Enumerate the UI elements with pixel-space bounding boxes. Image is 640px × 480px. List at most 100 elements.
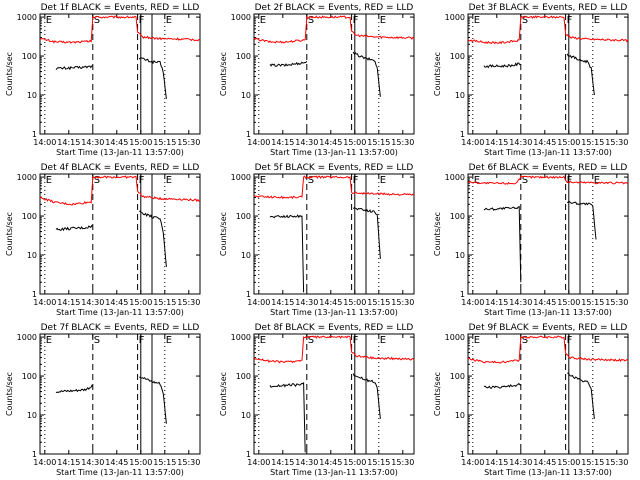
x-tick-label: 14:00 <box>247 298 270 307</box>
plot-frame <box>467 13 629 135</box>
x-tick-label: 14:45 <box>105 458 128 467</box>
x-tick-label: 14:15 <box>271 138 294 147</box>
lld-series-line <box>253 15 415 44</box>
x-axis-label: Start Time (13-Jan-11 13:57:00) <box>484 468 612 477</box>
y-tick-label: 1000 <box>231 333 251 342</box>
x-tick-label: 14:15 <box>271 298 294 307</box>
marker-label: E <box>166 175 172 186</box>
y-tick-label: 100 <box>450 372 465 381</box>
lld-series-line <box>39 15 201 44</box>
events-series-line <box>483 62 521 69</box>
events-series-line <box>567 372 595 419</box>
x-tick-label: 15:15 <box>581 458 604 467</box>
panel-title: Det 7f BLACK = Events, RED = LLD <box>41 323 200 333</box>
y-tick-label: 10 <box>27 251 37 260</box>
plot-frame <box>253 13 415 135</box>
x-tick-label: 15:30 <box>605 138 628 147</box>
events-series-line <box>139 376 167 424</box>
events-series-line <box>138 57 167 99</box>
x-tick-label: 15:15 <box>153 298 176 307</box>
marker-label: F <box>353 175 359 186</box>
x-tick-label: 14:30 <box>295 458 318 467</box>
events-series-line <box>352 51 381 97</box>
y-tick-label: 1000 <box>445 333 465 342</box>
x-tick-label: 14:15 <box>271 458 294 467</box>
x-tick-label: 15:00 <box>343 458 366 467</box>
x-tick-label: 14:45 <box>319 298 342 307</box>
y-axis-label: Counts/sec <box>433 52 442 96</box>
marker-label: S <box>94 175 100 186</box>
y-tick-label: 1 <box>460 290 465 299</box>
y-axis-label: Counts/sec <box>5 372 14 416</box>
panel-title: Det 3f BLACK = Events, RED = LLD <box>469 3 628 13</box>
x-tick-label: 15:00 <box>129 298 152 307</box>
x-tick-label: 14:45 <box>105 298 128 307</box>
x-tick-label: 14:15 <box>57 298 80 307</box>
x-tick-label: 14:15 <box>485 138 508 147</box>
panel-6: Det 6f BLACK = Events, RED = LLD 1 10 100 10… <box>433 163 629 317</box>
y-tick-label: 1 <box>246 130 251 139</box>
marker-label: E <box>380 15 386 26</box>
lld-series-line <box>467 175 629 185</box>
x-tick-label: 15:00 <box>557 138 580 147</box>
x-tick-label: 14:15 <box>485 458 508 467</box>
marker-label: F <box>353 15 359 26</box>
x-tick-label: 14:00 <box>33 138 56 147</box>
marker-label: E <box>474 175 480 186</box>
marker-label: E <box>474 15 480 26</box>
marker-label: E <box>594 175 600 186</box>
x-tick-label: 14:00 <box>247 138 270 147</box>
y-tick-label: 10 <box>241 251 251 260</box>
y-tick-label: 1000 <box>17 13 37 22</box>
marker-label: S <box>522 175 528 186</box>
x-tick-label: 15:00 <box>343 298 366 307</box>
y-tick-label: 1 <box>32 290 37 299</box>
plot-frame <box>467 173 629 295</box>
marker-label: E <box>46 175 52 186</box>
marker-label: S <box>308 175 314 186</box>
events-series-line <box>269 60 308 67</box>
x-tick-label: 15:30 <box>177 298 200 307</box>
x-tick-label: 14:00 <box>461 138 484 147</box>
x-tick-label: 14:30 <box>295 298 318 307</box>
marker-label: E <box>46 15 52 26</box>
marker-label: S <box>94 335 100 346</box>
x-tick-label: 15:30 <box>177 458 200 467</box>
lld-series-line <box>253 335 415 364</box>
x-tick-label: 15:15 <box>153 138 176 147</box>
x-tick-label: 14:00 <box>247 458 270 467</box>
plot-frame <box>253 173 415 295</box>
x-tick-label: 14:45 <box>533 298 556 307</box>
marker-label: F <box>353 335 359 346</box>
y-tick-label: 1000 <box>231 13 251 22</box>
marker-label: E <box>166 335 172 346</box>
events-series-line <box>139 210 167 267</box>
marker-label: S <box>308 15 314 26</box>
panel-title: Det 1f BLACK = Events, RED = LLD <box>41 3 200 13</box>
events-series-line <box>55 65 93 71</box>
x-tick-label: 14:45 <box>105 138 128 147</box>
x-tick-label: 15:15 <box>367 138 390 147</box>
panel-1: Det 1f BLACK = Events, RED = LLD 1 10 100 10… <box>5 3 201 157</box>
x-tick-label: 15:15 <box>367 458 390 467</box>
marker-label: F <box>567 15 573 26</box>
events-series-line <box>483 205 522 283</box>
x-axis-label: Start Time (13-Jan-11 13:57:00) <box>270 308 398 317</box>
x-axis-label: Start Time (13-Jan-11 13:57:00) <box>56 468 184 477</box>
panel-title: Det 8f BLACK = Events, RED = LLD <box>255 323 414 333</box>
x-tick-label: 15:30 <box>605 458 628 467</box>
x-tick-label: 15:00 <box>557 298 580 307</box>
plot-frame <box>467 333 629 455</box>
panel-2: Det 2f BLACK = Events, RED = LLD 1 10 100 10… <box>219 3 415 157</box>
x-tick-label: 15:00 <box>557 458 580 467</box>
x-axis-label: Start Time (13-Jan-11 13:57:00) <box>484 148 612 157</box>
lld-series-line <box>253 175 415 200</box>
y-tick-label: 1000 <box>445 173 465 182</box>
x-axis-label: Start Time (13-Jan-11 13:57:00) <box>56 148 184 157</box>
panel-title: Det 9f BLACK = Events, RED = LLD <box>469 323 628 333</box>
plot-frame <box>39 173 201 295</box>
lld-series-line <box>39 175 201 206</box>
panel-4: Det 4f BLACK = Events, RED = LLD 1 10 100 10… <box>5 163 201 317</box>
y-tick-label: 100 <box>236 52 251 61</box>
